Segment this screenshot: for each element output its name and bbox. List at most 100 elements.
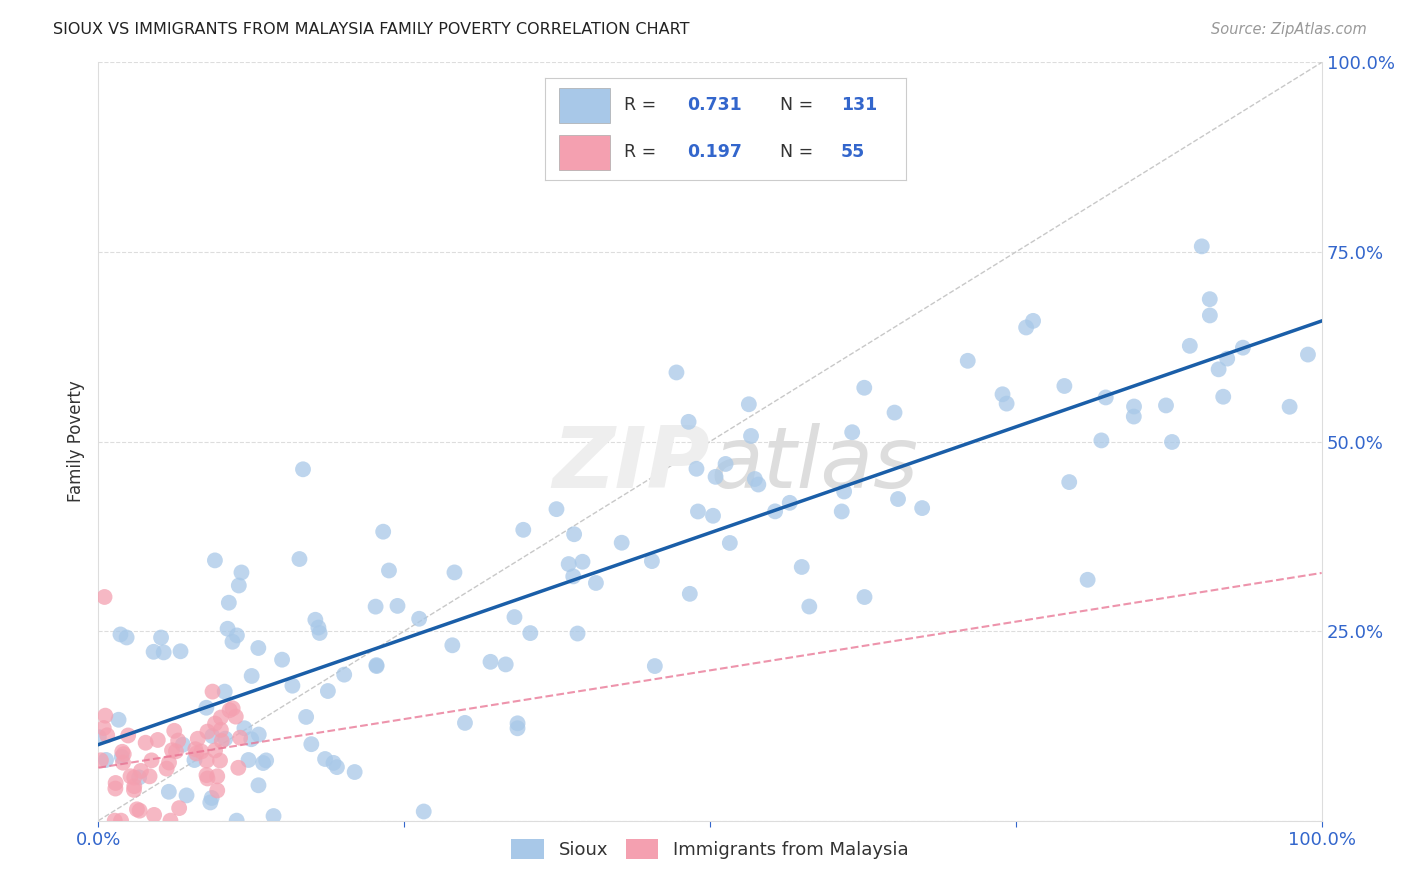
- Point: [307, 621, 329, 635]
- Point: [263, 809, 285, 823]
- Point: [1123, 400, 1146, 414]
- Point: [209, 723, 232, 737]
- Point: [911, 501, 934, 516]
- Point: [247, 778, 270, 792]
- Point: [107, 713, 129, 727]
- Point: [156, 762, 179, 776]
- Point: [740, 429, 762, 443]
- Point: [853, 590, 876, 604]
- Point: [322, 756, 344, 770]
- Point: [506, 721, 529, 735]
- Point: [207, 783, 229, 797]
- Point: [790, 560, 813, 574]
- Point: [238, 753, 260, 767]
- Point: [366, 659, 388, 673]
- Point: [93, 590, 115, 604]
- Point: [883, 406, 905, 420]
- Text: ZIP: ZIP: [553, 423, 710, 506]
- Point: [228, 578, 250, 592]
- Point: [744, 472, 766, 486]
- Point: [111, 750, 134, 764]
- Point: [1199, 309, 1222, 323]
- Point: [991, 387, 1014, 401]
- Point: [1057, 475, 1080, 489]
- Point: [316, 684, 339, 698]
- Point: [183, 753, 205, 767]
- Point: [225, 709, 247, 723]
- Point: [562, 527, 585, 541]
- Point: [1198, 292, 1220, 306]
- Point: [141, 753, 163, 767]
- Point: [169, 644, 191, 658]
- Point: [567, 626, 589, 640]
- Point: [686, 504, 709, 518]
- Point: [128, 804, 150, 818]
- Point: [304, 613, 326, 627]
- Point: [495, 657, 517, 672]
- Point: [195, 754, 218, 768]
- Point: [366, 658, 388, 673]
- Point: [167, 801, 190, 815]
- Point: [1232, 341, 1254, 355]
- Point: [546, 502, 568, 516]
- Point: [281, 679, 304, 693]
- Point: [233, 721, 256, 735]
- Point: [247, 727, 270, 741]
- Point: [221, 701, 243, 715]
- Point: [208, 754, 231, 768]
- Point: [197, 772, 219, 786]
- Point: [142, 645, 165, 659]
- Point: [167, 733, 190, 747]
- Point: [214, 684, 236, 698]
- Point: [143, 808, 166, 822]
- Point: [150, 631, 173, 645]
- Point: [195, 700, 218, 714]
- Point: [685, 462, 707, 476]
- Point: [254, 753, 277, 767]
- Text: atlas: atlas: [710, 423, 918, 506]
- Point: [562, 569, 585, 583]
- Point: [571, 555, 593, 569]
- Point: [146, 733, 169, 747]
- Point: [763, 504, 786, 518]
- Point: [247, 640, 270, 655]
- Point: [333, 667, 356, 681]
- Point: [747, 477, 769, 491]
- Point: [665, 366, 688, 380]
- Point: [408, 612, 430, 626]
- Point: [214, 731, 236, 746]
- Point: [252, 756, 274, 770]
- Point: [204, 716, 226, 731]
- Point: [1161, 434, 1184, 449]
- Text: Source: ZipAtlas.com: Source: ZipAtlas.com: [1211, 22, 1367, 37]
- Point: [831, 504, 853, 518]
- Point: [128, 771, 150, 785]
- Point: [714, 457, 737, 471]
- Point: [218, 703, 240, 717]
- Point: [702, 508, 724, 523]
- Point: [503, 610, 526, 624]
- Y-axis label: Family Poverty: Family Poverty: [66, 381, 84, 502]
- Point: [94, 753, 117, 767]
- Point: [240, 732, 263, 747]
- Point: [204, 743, 226, 757]
- Point: [135, 736, 157, 750]
- Point: [187, 731, 209, 746]
- Point: [1216, 351, 1239, 366]
- Point: [644, 659, 666, 673]
- Point: [172, 738, 194, 752]
- Point: [204, 553, 226, 567]
- Point: [557, 557, 579, 571]
- Point: [718, 536, 741, 550]
- Point: [240, 669, 263, 683]
- Point: [122, 779, 145, 793]
- Point: [308, 626, 330, 640]
- Point: [326, 760, 349, 774]
- Point: [93, 721, 115, 735]
- Point: [217, 622, 239, 636]
- Point: [209, 710, 232, 724]
- Point: [412, 805, 434, 819]
- Point: [995, 396, 1018, 410]
- Point: [104, 776, 127, 790]
- Point: [231, 566, 253, 580]
